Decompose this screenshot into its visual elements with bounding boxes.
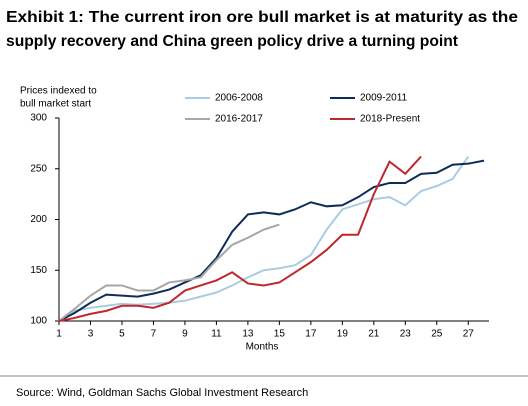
source: Source: Wind, Goldman Sachs Global Inves…	[16, 387, 308, 399]
x-tick-label: 9	[182, 329, 188, 340]
x-axis-label: Months	[246, 342, 279, 353]
x-tick-label: 27	[463, 329, 475, 340]
series-line	[58, 155, 422, 322]
y-tick-label: 100	[30, 316, 47, 327]
chart-title: supply recovery and China green policy d…	[6, 33, 459, 50]
x-tick-label: 13	[242, 329, 254, 340]
x-tick-label: 21	[368, 329, 380, 340]
chart-title: Exhibit 1: The current iron ore bull mar…	[6, 9, 518, 26]
series-line	[58, 159, 485, 322]
y-tick-label: 150	[30, 265, 47, 276]
legend-label: 2009-2011	[360, 93, 408, 104]
x-tick-label: 23	[400, 329, 412, 340]
x-tick-label: 1	[56, 329, 62, 340]
y-axis-label: Prices indexed to	[20, 86, 97, 97]
series-line	[58, 223, 280, 322]
x-tick-label: 19	[337, 329, 349, 340]
y-tick-label: 200	[30, 214, 47, 225]
series-line	[58, 155, 470, 322]
legend-label: 2018-Present	[360, 114, 420, 125]
x-tick-label: 17	[305, 329, 317, 340]
x-tick-label: 3	[88, 329, 94, 340]
legend-label: 2016-2017	[215, 114, 263, 125]
y-tick-label: 250	[30, 163, 47, 174]
x-tick-label: 11	[211, 329, 222, 340]
legend-label: 2006-2008	[215, 93, 263, 104]
y-tick-label: 300	[30, 113, 47, 124]
x-tick-label: 7	[151, 329, 157, 340]
x-tick-label: 25	[431, 329, 443, 340]
y-axis-label: bull market start	[20, 99, 91, 110]
x-tick-label: 5	[119, 329, 125, 340]
x-tick-label: 15	[274, 329, 286, 340]
